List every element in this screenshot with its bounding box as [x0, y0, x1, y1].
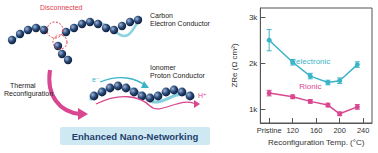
svg-text:1k: 1k	[249, 105, 258, 114]
svg-text:Electron Conductor: Electron Conductor	[150, 20, 211, 27]
svg-text:ZRe (Ω cm²): ZRe (Ω cm²)	[230, 43, 239, 88]
svg-text:H⁺: H⁺	[198, 92, 207, 99]
svg-text:Ionomer: Ionomer	[150, 64, 176, 71]
svg-text:Thermal: Thermal	[10, 82, 36, 89]
svg-text:120: 120	[286, 126, 299, 135]
svg-text:Reconfiguration: Reconfiguration	[4, 90, 53, 98]
svg-text:Enhanced Nano-Networking: Enhanced Nano-Networking	[72, 131, 199, 142]
svg-text:240: 240	[357, 126, 370, 135]
svg-text:Carbon: Carbon	[150, 12, 173, 19]
svg-text:Rionic: Rionic	[299, 82, 321, 91]
svg-text:Relectronic: Relectronic	[290, 57, 330, 66]
svg-text:Disconnected: Disconnected	[40, 4, 83, 11]
svg-text:160: 160	[310, 126, 323, 135]
svg-text:3k: 3k	[249, 13, 258, 22]
svg-text:Pristine: Pristine	[257, 126, 282, 135]
svg-text:Proton Conductor: Proton Conductor	[150, 72, 206, 79]
svg-text:Reconfiguration Temp. (°C): Reconfiguration Temp. (°C)	[268, 138, 365, 147]
svg-text:200: 200	[333, 126, 346, 135]
svg-text:e⁻: e⁻	[92, 76, 100, 83]
svg-text:2k: 2k	[249, 59, 258, 68]
